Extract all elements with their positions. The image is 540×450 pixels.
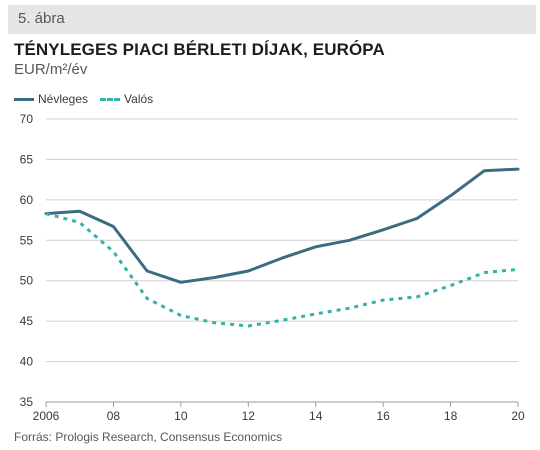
x-tick-label-2018: 18 [444, 409, 458, 423]
figure-label-bar: 5. ábra [8, 5, 536, 34]
series-line-nominal [44, 167, 520, 284]
x-tick-label-2010: 10 [174, 409, 188, 423]
legend-item-real: Valós [100, 92, 153, 106]
y-tick-label-70: 70 [20, 112, 34, 126]
source-note: Forrás: Prologis Research, Consensus Eco… [14, 430, 283, 444]
y-tick-label-45: 45 [20, 314, 34, 328]
figure-label: 5. ábra [18, 10, 65, 27]
x-tick-label-2012: 12 [242, 409, 256, 423]
x-tick-label-2014: 14 [309, 409, 323, 423]
legend-label-real: Valós [124, 92, 154, 106]
x-tick-label-2006: 2006 [33, 409, 60, 423]
x-tick-label-2008: 08 [107, 409, 121, 423]
legend-swatch-dashed [100, 97, 121, 101]
legend-label-nominal: Névleges [38, 92, 89, 106]
y-tick-label-35: 35 [20, 395, 34, 409]
y-tick-label-40: 40 [20, 355, 34, 369]
y-tick-label-60: 60 [20, 193, 34, 207]
chart-legend: Névleges Valós [14, 92, 165, 106]
y-tick-label-55: 55 [20, 233, 34, 247]
x-tick-label-2020: 20 [511, 409, 525, 423]
x-tick-label-2016: 16 [376, 409, 390, 423]
y-tick-label-50: 50 [20, 274, 34, 288]
legend-item-nominal: Névleges [14, 92, 88, 106]
chart-title: TÉNYLEGES PIACI BÉRLETI DÍJAK, EURÓPA [14, 40, 385, 59]
legend-swatch-solid [14, 97, 34, 101]
y-tick-label-65: 65 [20, 152, 34, 166]
chart-unit-label: EUR/m²/év [14, 61, 88, 78]
